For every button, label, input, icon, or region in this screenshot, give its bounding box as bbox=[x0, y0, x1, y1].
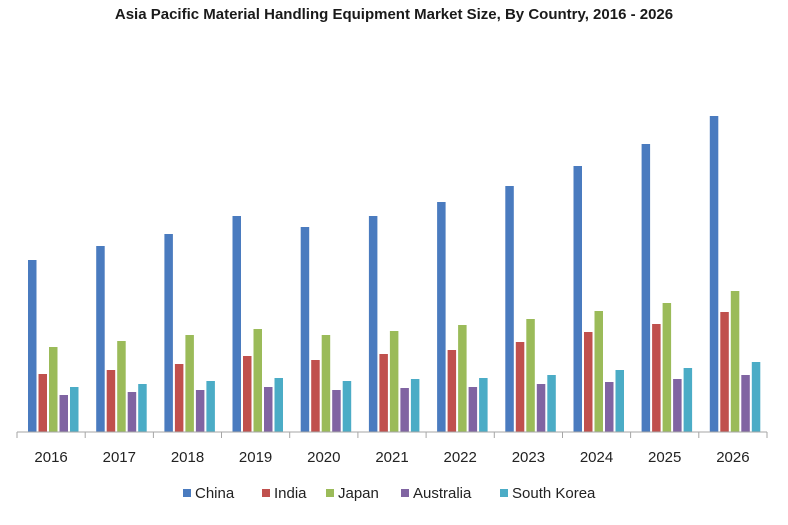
x-tick-label: 2026 bbox=[716, 449, 749, 466]
legend-label-south-korea: South Korea bbox=[512, 485, 596, 502]
x-tick-label: 2024 bbox=[580, 449, 613, 466]
bar-south-korea-2016 bbox=[70, 387, 79, 432]
bar-japan-2019 bbox=[253, 329, 262, 432]
bar-south-korea-2019 bbox=[274, 378, 283, 432]
bar-south-korea-2017 bbox=[138, 384, 147, 432]
bar-china-2024 bbox=[573, 166, 582, 432]
bar-india-2025 bbox=[652, 324, 661, 432]
bar-australia-2019 bbox=[264, 387, 273, 432]
bar-china-2020 bbox=[300, 227, 310, 432]
bar-australia-2025 bbox=[673, 379, 682, 432]
bar-south-korea-2023 bbox=[547, 375, 556, 432]
x-tick-label: 2021 bbox=[375, 449, 408, 466]
legend-swatch-australia bbox=[401, 489, 409, 497]
bar-china-2019 bbox=[232, 216, 241, 432]
legend-swatch-india bbox=[262, 489, 270, 497]
bar-china-2021 bbox=[368, 216, 378, 432]
bar-japan-2022 bbox=[458, 325, 467, 432]
bar-australia-2024 bbox=[605, 382, 614, 432]
bar-japan-2016 bbox=[49, 347, 58, 432]
bar-japan-2026 bbox=[730, 291, 740, 432]
bar-japan-2025 bbox=[662, 303, 672, 432]
x-tick-label: 2023 bbox=[512, 449, 545, 466]
bar-china-2017 bbox=[96, 246, 105, 432]
bar-india-2018 bbox=[174, 364, 184, 432]
bar-japan-2024 bbox=[594, 311, 603, 432]
x-tick-label: 2018 bbox=[171, 449, 204, 466]
bar-china-2022 bbox=[437, 202, 446, 432]
bar-south-korea-2024 bbox=[615, 370, 624, 432]
x-tick-label: 2016 bbox=[34, 449, 67, 466]
legend-swatch-japan bbox=[326, 489, 334, 497]
bar-china-2023 bbox=[505, 186, 514, 432]
bar-australia-2026 bbox=[741, 375, 750, 432]
x-tick-label: 2022 bbox=[444, 449, 477, 466]
bar-india-2016 bbox=[38, 374, 47, 432]
bar-india-2021 bbox=[379, 354, 388, 432]
legend-label-australia: Australia bbox=[413, 485, 472, 502]
bar-south-korea-2018 bbox=[206, 381, 215, 432]
chart-title: Asia Pacific Material Handling Equipment… bbox=[114, 6, 674, 23]
x-tick-label: 2019 bbox=[239, 449, 272, 466]
bar-australia-2020 bbox=[332, 390, 341, 432]
legend-label-china: China bbox=[195, 485, 235, 502]
bar-south-korea-2022 bbox=[479, 378, 488, 432]
bar-china-2026 bbox=[709, 116, 719, 432]
bar-india-2017 bbox=[106, 370, 116, 432]
legend-label-india: India bbox=[274, 485, 307, 502]
bar-japan-2021 bbox=[389, 331, 399, 432]
bar-australia-2022 bbox=[468, 387, 478, 432]
bar-japan-2023 bbox=[526, 319, 535, 432]
bar-south-korea-2025 bbox=[683, 368, 693, 432]
bar-japan-2018 bbox=[185, 335, 194, 432]
bar-australia-2017 bbox=[127, 392, 137, 432]
bar-south-korea-2021 bbox=[410, 379, 420, 432]
bar-australia-2021 bbox=[400, 388, 409, 432]
x-tick-label: 2025 bbox=[648, 449, 681, 466]
bar-australia-2023 bbox=[536, 384, 546, 432]
bar-south-korea-2020 bbox=[342, 381, 352, 432]
bar-japan-2020 bbox=[321, 335, 331, 432]
bar-china-2025 bbox=[641, 144, 651, 432]
x-tick-label: 2017 bbox=[103, 449, 136, 466]
bar-india-2026 bbox=[720, 312, 729, 432]
bar-india-2023 bbox=[515, 342, 525, 432]
legend-swatch-china bbox=[183, 489, 191, 497]
bar-china-2018 bbox=[164, 234, 173, 432]
bar-japan-2017 bbox=[117, 341, 126, 432]
bar-australia-2016 bbox=[59, 395, 68, 432]
x-axis-ticks bbox=[16, 432, 768, 438]
bar-india-2022 bbox=[447, 350, 457, 432]
bar-india-2020 bbox=[311, 360, 320, 432]
legend-label-japan: Japan bbox=[338, 485, 379, 502]
x-tick-label: 2020 bbox=[307, 449, 340, 466]
bars-group bbox=[28, 116, 761, 432]
bar-china-2016 bbox=[28, 260, 37, 432]
x-axis-labels: 2016 2017 2018 2019 2020 2021 2022 2023 2024 2025… bbox=[34, 449, 749, 466]
legend: China India Japan Australia South Korea bbox=[183, 485, 596, 502]
bar-south-korea-2026 bbox=[751, 362, 761, 432]
bar-india-2019 bbox=[243, 356, 252, 432]
bar-australia-2018 bbox=[195, 390, 205, 432]
legend-swatch-south-korea bbox=[500, 489, 508, 497]
bar-india-2024 bbox=[584, 332, 593, 432]
